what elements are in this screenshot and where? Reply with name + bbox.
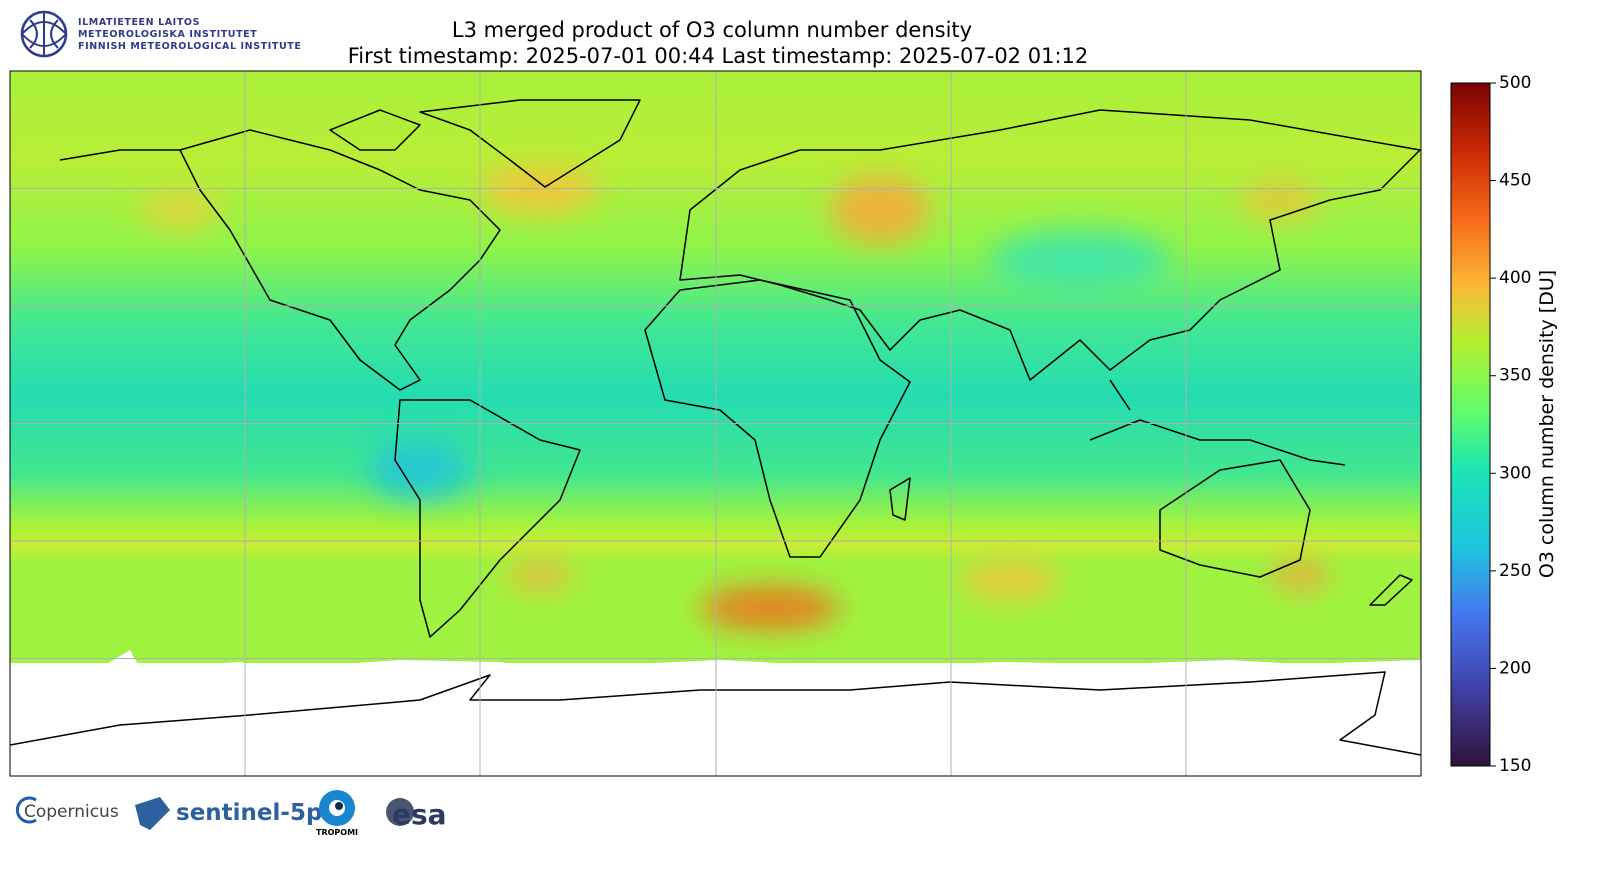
colorbar-tick-label: 450	[1499, 171, 1531, 191]
institute-name: METEOROLOGISKA INSTITUTET	[78, 29, 257, 40]
colorbar-tick-label: 350	[1499, 366, 1531, 386]
logo-text: TROPOMI	[316, 828, 358, 837]
colorbar-tick-label: 250	[1499, 561, 1531, 581]
map-subtitle: First timestamp: 2025-07-01 00:44 Last t…	[348, 44, 1089, 68]
colorbar-tick-label: 200	[1499, 658, 1531, 678]
graticule	[10, 71, 1421, 776]
fmi-logo: ILMATIETEEN LAITOS METEOROLOGISKA INSTIT…	[20, 10, 301, 58]
footer-logos: Copernicus sentinel-5p TROPOMI esa	[15, 790, 447, 837]
logo-text: sentinel-5p	[176, 800, 322, 826]
institute-name: ILMATIETEEN LAITOS	[78, 17, 200, 28]
colorbar-tick-label: 500	[1499, 73, 1531, 93]
colorbar-tick-label: 150	[1499, 756, 1531, 776]
colorbar-ramp	[1450, 82, 1491, 767]
logo-text: Copernicus	[24, 802, 119, 822]
institute-name: FINNISH METEOROLOGICAL INSTITUTE	[78, 41, 301, 52]
ozone-field	[10, 71, 1421, 776]
map-frame	[9, 70, 1422, 777]
colorbar: O3 column number density [DU] 150 200 250 3…	[1450, 73, 1558, 776]
colorbar-tick-label: 300	[1499, 463, 1531, 483]
map-title: L3 merged product of O3 column number de…	[452, 18, 972, 42]
logo-text: esa	[392, 798, 447, 831]
colorbar-tick-label: 400	[1499, 268, 1531, 288]
colorbar-label: O3 column number density [DU]	[1536, 270, 1558, 578]
